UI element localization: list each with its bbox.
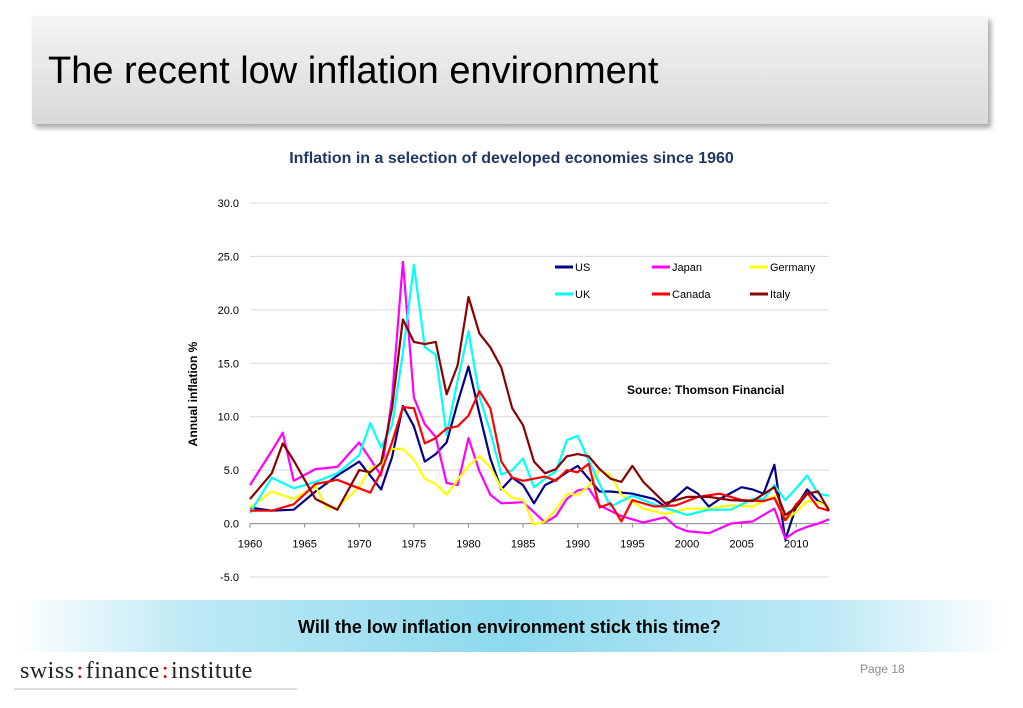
y-tick-label: 10.0	[218, 412, 239, 424]
series-line-italy	[249, 295, 830, 517]
y-tick-label: 20.0	[218, 305, 239, 317]
logo-separator: :	[76, 658, 84, 684]
logo-part-institute: institute	[171, 658, 253, 684]
logo-underline	[14, 688, 297, 690]
x-tick-label: 1965	[292, 539, 316, 551]
question-text: Will the low inflation environment stick…	[298, 617, 721, 637]
title-banner: The recent low inflation environment	[32, 16, 988, 124]
chart-title: Inflation in a selection of developed ec…	[289, 150, 734, 167]
y-tick-label: 15.0	[218, 358, 239, 370]
logo-part-swiss: swiss	[20, 658, 75, 684]
logo-separator: :	[161, 658, 169, 684]
x-tick-label: 1980	[456, 539, 480, 551]
inflation-chart: -5.0 0.0 5.0 10.0 15.0 20.0 25.0 30.0 1960 1965 19…	[186, 198, 830, 584]
institute-logo: swiss:finance:institute	[20, 658, 253, 685]
question-banner: Will the low inflation environment stick…	[13, 600, 1006, 652]
y-tick-label: 5.0	[224, 465, 239, 477]
y-tick-label: 0.0	[224, 519, 239, 531]
logo-part-finance: finance	[85, 658, 160, 684]
x-tick-label: 1975	[402, 539, 426, 551]
series-line-canada	[250, 390, 830, 523]
legend-label-uk: UK	[575, 289, 591, 301]
legend-label-germany: Germany	[770, 262, 816, 274]
legend-label-japan: Japan	[672, 262, 702, 274]
series-layer	[249, 260, 830, 541]
slide-title: The recent low inflation environment	[48, 50, 659, 92]
x-tick-label: 1995	[620, 539, 644, 551]
x-tick-label: 1970	[347, 539, 371, 551]
y-tick-label: -5.0	[220, 572, 239, 584]
x-tick-label: 2000	[675, 539, 699, 551]
legend: US Japan Germany UK Canada Italy	[555, 262, 816, 301]
y-axis-label: Annual inflation %	[186, 341, 200, 446]
legend-label-italy: Italy	[770, 289, 791, 301]
series-line-japan	[249, 260, 830, 540]
series-line-germany	[249, 447, 830, 526]
x-tick-label: 1985	[511, 539, 535, 551]
x-tick-label: 2010	[784, 539, 808, 551]
legend-label-canada: Canada	[672, 289, 711, 301]
y-tick-label: 30.0	[218, 198, 239, 210]
axis-layer: -5.0 0.0 5.0 10.0 15.0 20.0 25.0 30.0 1960 1965 19…	[218, 198, 809, 584]
x-tick-label: 2005	[729, 539, 753, 551]
x-tick-label: 1990	[565, 539, 589, 551]
page-number: Page 18	[860, 662, 905, 676]
x-tick-label: 1960	[238, 539, 262, 551]
source-note: Source: Thomson Financial	[627, 383, 784, 397]
y-tick-label: 25.0	[218, 251, 239, 263]
legend-label-us: US	[575, 262, 590, 274]
